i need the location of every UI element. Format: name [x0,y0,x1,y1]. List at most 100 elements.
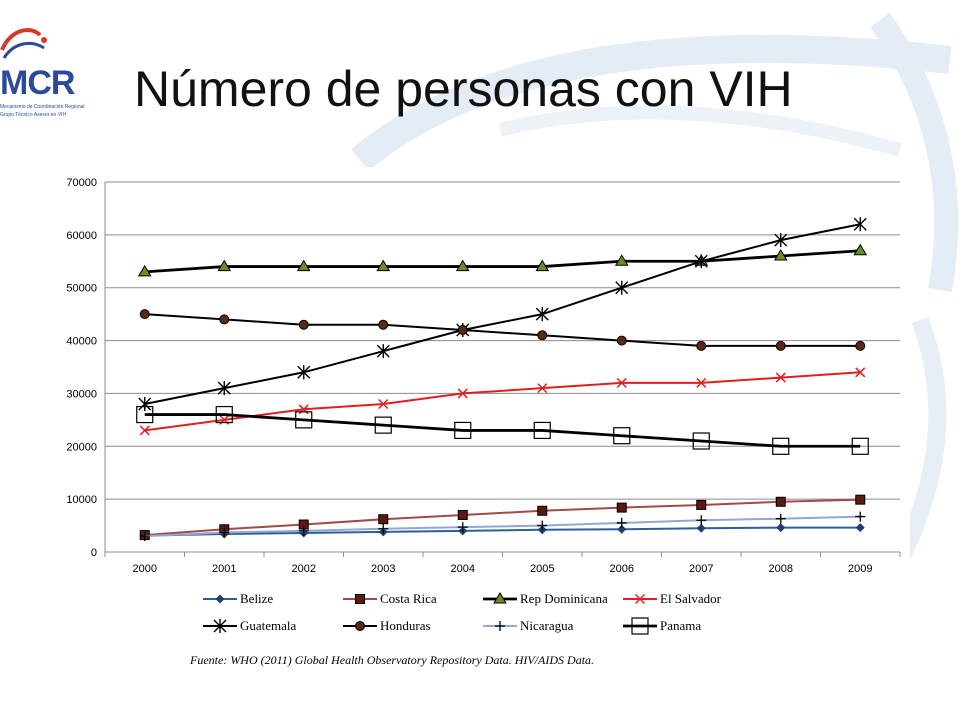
point-rep-dominicana [773,249,788,261]
point-el-salvador [378,398,389,410]
point-guatemala [535,307,549,322]
legend-label-rep-dominicana: Rep Dominicana [520,591,608,606]
point-costa-rica [616,502,627,513]
point-honduras [775,340,786,351]
point-nicaragua [139,531,150,542]
x-tick-label: 2006 [610,563,634,575]
point-costa-rica [537,505,548,516]
series-line-rep-dominicana [144,249,861,274]
point-costa-rica [696,499,707,510]
chart-area: 0 10000 20000 30000 40000 50000 60000 70000 2000… [45,167,910,645]
y-tick-label: 20000 [66,441,97,453]
point-nicaragua [378,523,389,534]
point-nicaragua [537,520,548,531]
point-rep-dominicana [376,259,391,272]
point-honduras [139,309,150,320]
point-guatemala [694,254,708,269]
x-tick-label: 2000 [133,563,157,575]
x-tick-label: 2009 [848,563,872,575]
point-honduras [298,319,309,330]
point-el-salvador [616,377,627,388]
point-panama [613,427,631,445]
y-tick-label: 50000 [66,283,97,295]
point-panama [136,405,154,424]
point-belize [776,523,786,533]
legend-label-honduras: Honduras [380,618,431,633]
legend-label-costa-rica: Costa Rica [380,591,437,606]
series-line-costa-rica [144,498,861,537]
point-honduras [219,314,230,325]
point-rep-dominicana [296,259,311,272]
mcr-logo: MCR Mecanismo de Coordinación Regional G… [0,20,110,120]
point-honduras [696,340,707,351]
legend-marker-nicaragua [495,621,505,631]
y-tick-label: 40000 [66,336,97,348]
point-guatemala [774,233,788,248]
legend-marker-honduras [355,621,365,631]
series-line-el-salvador [144,371,861,432]
point-costa-rica [457,510,468,520]
point-rep-dominicana [853,243,868,256]
point-panama [772,437,790,455]
logo-swirl-icon [0,28,47,59]
point-el-salvador [696,377,707,388]
legend-marker-guatemala [213,619,227,633]
point-panama [295,411,313,429]
point-nicaragua [775,513,786,524]
point-panama [533,421,551,440]
point-guatemala [217,381,231,396]
series-line-nicaragua [144,515,861,538]
point-guatemala [376,344,390,359]
point-honduras [457,325,468,335]
series-line-honduras [144,313,861,347]
point-nicaragua [457,522,468,533]
point-costa-rica [775,496,786,507]
line-chart: 0 10000 20000 30000 40000 50000 60000 70000 2000… [66,177,901,635]
point-panama [374,416,392,434]
point-panama [692,432,710,450]
logo-subtitle: Mecanismo de Coordinación Regional [0,104,85,110]
point-el-salvador [457,388,468,399]
point-nicaragua [219,527,230,538]
x-tick-label: 2002 [292,563,316,575]
point-costa-rica [378,514,389,525]
point-el-salvador [139,425,150,436]
point-rep-dominicana [217,259,232,272]
x-tick-label: 2008 [769,563,793,575]
point-nicaragua [696,515,707,526]
point-el-salvador [537,383,548,394]
x-tick-label: 2001 [212,563,236,575]
x-tick-label: 2005 [530,563,554,575]
legend-label-guatemala: Guatemala [240,618,297,633]
point-panama [454,421,472,440]
legend-label-nicaragua: Nicaragua [520,618,574,633]
point-rep-dominicana [614,254,629,266]
y-tick-label: 30000 [66,388,97,400]
series-line-belize [144,526,861,537]
point-rep-dominicana [455,259,470,272]
series-line-guatemala [144,223,861,405]
point-honduras [616,335,627,346]
x-tick-label: 2004 [451,563,475,575]
slide-title: Número de personas con VIH [134,61,793,117]
point-guatemala [615,280,629,295]
point-el-salvador [855,367,866,378]
point-rep-dominicana [137,264,152,277]
series-line-panama [144,413,861,448]
point-belize [617,524,627,534]
point-honduras [537,330,548,341]
point-guatemala [297,365,311,380]
point-el-salvador [775,372,786,383]
legend-marker-costa-rica [355,594,365,604]
point-belize [855,523,865,533]
legend-marker-belize [215,594,225,604]
point-belize [696,523,706,533]
point-honduras [855,340,866,351]
point-nicaragua [298,525,309,536]
point-honduras [378,319,389,330]
y-tick-label: 10000 [66,494,97,506]
source-note: Fuente: WHO (2011) Global Health Observa… [190,653,595,667]
point-costa-rica [855,494,866,505]
y-tick-label: 70000 [66,177,97,189]
